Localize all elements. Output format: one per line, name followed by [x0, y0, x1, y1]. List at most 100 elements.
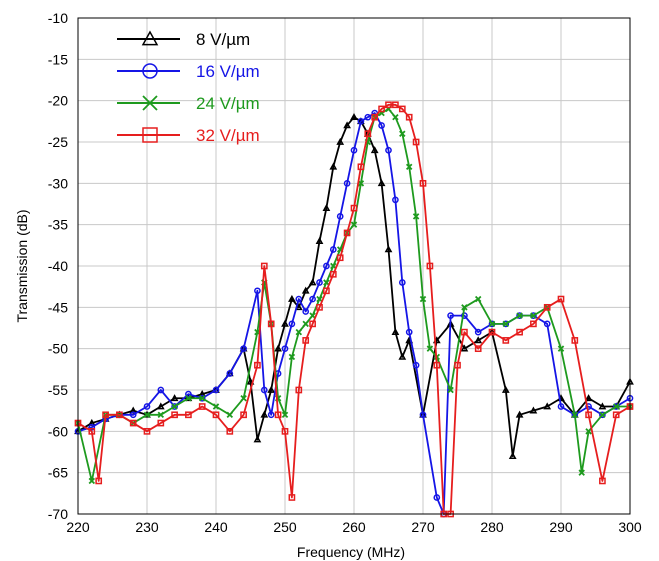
legend-item-1: 8 V/µm [117, 30, 250, 49]
data-point [419, 295, 427, 303]
data-point [578, 469, 585, 476]
data-point [274, 411, 282, 419]
data-point [288, 294, 296, 302]
data-point [212, 386, 220, 394]
data-point [378, 122, 385, 129]
y-tick-label: -65 [48, 465, 68, 481]
data-point [260, 386, 268, 394]
data-point [398, 352, 407, 360]
y-tick-label: -20 [48, 93, 68, 109]
data-point [246, 377, 255, 385]
data-point [336, 254, 344, 262]
data-point [398, 105, 406, 113]
data-point [433, 494, 441, 501]
x-tick-label: 240 [204, 519, 228, 535]
data-point [329, 162, 338, 170]
data-point [371, 113, 379, 121]
data-point [557, 295, 565, 303]
data-point [288, 353, 296, 361]
x-tick-label: 220 [66, 519, 90, 535]
data-point [281, 345, 289, 353]
data-point [212, 411, 220, 419]
y-tick-label: -60 [48, 423, 68, 439]
data-point [571, 337, 579, 344]
data-point [447, 386, 454, 394]
legend: 8 V/µm 16 V/µm 24 V/µm 32 V/µm [117, 30, 260, 145]
legend-item-4: 32 V/µm [117, 126, 260, 145]
data-point [488, 320, 496, 328]
y-tick-label: -55 [48, 382, 68, 398]
data-point [322, 203, 331, 211]
data-point [198, 403, 206, 410]
data-point [143, 411, 151, 419]
data-point [571, 411, 579, 419]
data-point [357, 117, 365, 125]
data-point [612, 411, 620, 419]
data-point [377, 179, 386, 187]
x-tick-label: 260 [342, 519, 366, 535]
legend-item-3: 24 V/µm [117, 94, 260, 113]
data-point [474, 295, 482, 303]
data-point [157, 411, 165, 419]
data-point [350, 221, 358, 228]
x-tick-label: 300 [618, 519, 642, 535]
data-point [426, 262, 434, 270]
data-point [240, 395, 247, 402]
data-point [584, 394, 593, 402]
data-point [502, 320, 510, 328]
data-point [392, 113, 399, 121]
data-point [454, 361, 461, 369]
data-point [171, 403, 178, 410]
data-point [171, 403, 178, 410]
legend-label: 32 V/µm [196, 126, 260, 145]
x-tick-label: 270 [411, 519, 435, 535]
data-point [516, 328, 523, 336]
data-point [102, 411, 109, 419]
data-point [240, 345, 247, 353]
data-point [336, 137, 345, 145]
data-point [419, 179, 427, 187]
data-point [95, 477, 103, 485]
legend-label: 24 V/µm [196, 94, 260, 113]
data-point [501, 385, 510, 393]
data-point [343, 229, 351, 237]
data-point [370, 146, 379, 154]
data-point [412, 361, 420, 369]
data-point [412, 213, 420, 220]
data-point [460, 344, 469, 352]
data-point [515, 410, 524, 418]
data-point [323, 262, 330, 270]
data-point [350, 204, 358, 212]
y-tick-label: -25 [48, 134, 68, 150]
data-point [461, 328, 468, 336]
legend-label: 16 V/µm [196, 62, 260, 81]
data-point [529, 406, 538, 414]
data-point [129, 419, 137, 427]
data-point [350, 146, 358, 154]
data-point [185, 411, 192, 419]
data-point [557, 403, 565, 410]
data-point [502, 337, 510, 344]
series-line [77, 103, 631, 515]
legend-marker [142, 95, 158, 111]
data-point [399, 130, 406, 137]
data-point [315, 237, 324, 245]
data-point [398, 279, 406, 286]
y-tick-label: -40 [48, 258, 68, 274]
data-point [474, 345, 482, 353]
data-point [516, 312, 523, 319]
data-point [316, 279, 323, 286]
data-point [226, 411, 234, 419]
data-point [392, 196, 399, 204]
data-point [240, 411, 247, 419]
data-point [171, 411, 178, 419]
data-point [267, 411, 275, 419]
data-point [302, 337, 310, 344]
data-point [461, 312, 468, 319]
y-tick-label: -70 [48, 506, 68, 522]
data-point [585, 411, 592, 419]
x-axis-label: Frequency (MHz) [297, 544, 405, 560]
data-point [288, 320, 296, 328]
data-point [385, 101, 392, 109]
